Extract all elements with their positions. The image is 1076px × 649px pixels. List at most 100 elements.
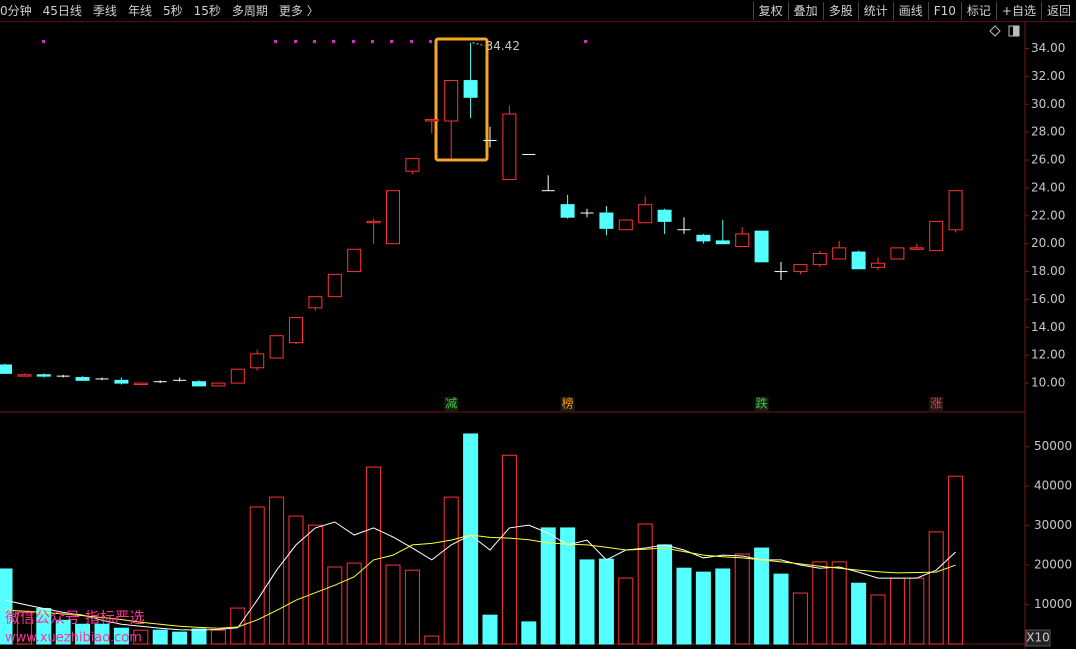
dot — [313, 40, 316, 43]
highlight-box — [434, 37, 489, 162]
candle-body — [36, 374, 51, 377]
tool-button[interactable]: F10 — [927, 1, 961, 20]
volume-bar — [948, 475, 964, 645]
y-tick-label: 24.00 — [1031, 180, 1065, 194]
dot — [332, 40, 335, 43]
candle-body — [502, 113, 517, 181]
signal-bg — [929, 397, 944, 411]
period-tab[interactable]: 45日线 — [42, 4, 82, 18]
period-tabs: 0分钟 45日线 季线 年线 5秒 15秒 多周期 更多 〉 — [0, 2, 319, 19]
y-tick-label: 28.00 — [1031, 125, 1065, 139]
candle-body — [289, 317, 303, 344]
candle-body — [948, 190, 963, 231]
candle-body — [347, 248, 362, 273]
period-tab[interactable]: 多周期 — [231, 4, 268, 18]
volume-bar — [269, 496, 285, 645]
watermark: 微信公众号 指标严选 — [5, 609, 145, 627]
candle-body — [327, 273, 342, 298]
signal-label: 跌 — [756, 396, 768, 411]
volume-bar — [773, 573, 789, 645]
candle-body — [75, 377, 90, 381]
period-tab[interactable]: 0分钟 — [0, 4, 32, 18]
volume-bar — [657, 544, 673, 645]
period-tab[interactable]: 5秒 — [162, 4, 183, 18]
tool-button[interactable]: +自选 — [995, 1, 1041, 20]
dot — [584, 40, 587, 43]
volume-bar — [346, 562, 362, 645]
signal-bg — [754, 397, 769, 411]
volume-bar — [230, 607, 246, 645]
tool-button[interactable]: 多股 — [822, 1, 858, 20]
tool-button[interactable]: 叠加 — [787, 1, 823, 20]
y-tick-label: 10.00 — [1031, 376, 1065, 390]
volume-bar — [695, 571, 711, 645]
dot — [352, 40, 355, 43]
candle-body — [308, 296, 323, 309]
candle-body — [754, 230, 769, 263]
tool-button[interactable]: 返回 — [1040, 1, 1076, 20]
candle-body — [890, 247, 905, 260]
period-tab[interactable]: 更多 〉 — [278, 4, 319, 18]
period-tab[interactable]: 季线 — [92, 4, 117, 18]
y-tick-label: 30000 — [1034, 518, 1072, 532]
y-tick-label: 30.00 — [1031, 97, 1065, 111]
volume-bar — [618, 577, 634, 645]
candle-body — [366, 220, 381, 224]
volume-bar — [637, 523, 653, 645]
volume-bar — [909, 577, 925, 645]
volume-bar — [249, 506, 265, 645]
candle-body — [793, 264, 808, 273]
signal-label: 涨 — [930, 396, 942, 411]
period-tab[interactable]: 年线 — [127, 4, 152, 18]
volume-bar — [579, 559, 595, 645]
tool-button[interactable]: 统计 — [857, 1, 893, 20]
volume-bar — [94, 623, 110, 645]
volume-bar — [812, 561, 828, 645]
volume-bar — [792, 592, 808, 645]
tool-button[interactable]: 画线 — [892, 1, 928, 20]
candle-body — [444, 80, 459, 122]
dot — [42, 40, 45, 43]
candle-body — [929, 220, 944, 252]
volume-bar — [307, 524, 323, 645]
candle-body — [114, 379, 129, 384]
icon-diamond[interactable] — [989, 25, 1001, 37]
dot — [274, 40, 277, 43]
volume-bar — [0, 568, 13, 645]
candle-body — [618, 219, 633, 231]
signal-dots — [42, 40, 587, 43]
candle-body — [17, 374, 32, 377]
tool-buttons: 复权 叠加 多股 统计 画线 F10 标记 +自选 返回 — [752, 1, 1076, 20]
moving-average — [4, 521, 956, 631]
signal-bg — [444, 397, 459, 411]
candle-body — [657, 209, 672, 222]
y-tick-label: 20000 — [1034, 558, 1072, 572]
moving-average — [4, 534, 956, 629]
volume-bar — [404, 569, 420, 645]
candle-body — [871, 262, 885, 268]
max-label: 34.42 — [486, 39, 520, 53]
candle-body — [211, 382, 226, 387]
y-tick-label: 12.00 — [1031, 348, 1065, 362]
candle-body — [909, 247, 924, 250]
signal-label: 减 — [445, 397, 457, 411]
volume-scale-label: X10 — [1026, 631, 1050, 645]
volume-bar — [715, 568, 731, 645]
dot — [371, 40, 374, 43]
volume-bar — [424, 635, 440, 645]
tool-button[interactable]: 标记 — [960, 1, 996, 20]
max-pointer — [472, 42, 485, 47]
volume-bar — [598, 558, 614, 645]
candle-body — [463, 80, 478, 98]
signal-label: 榜 — [562, 396, 574, 411]
volume-bar — [676, 567, 692, 645]
candle-body — [250, 353, 265, 369]
volume-bar — [16, 611, 32, 645]
volume-bar — [55, 619, 71, 645]
candle-body — [424, 119, 439, 122]
tool-button[interactable]: 复权 — [752, 1, 788, 20]
watermark: www.xuezhibiao.com — [5, 631, 142, 646]
volume-bar — [501, 454, 517, 645]
period-tab[interactable]: 15秒 — [193, 4, 221, 18]
